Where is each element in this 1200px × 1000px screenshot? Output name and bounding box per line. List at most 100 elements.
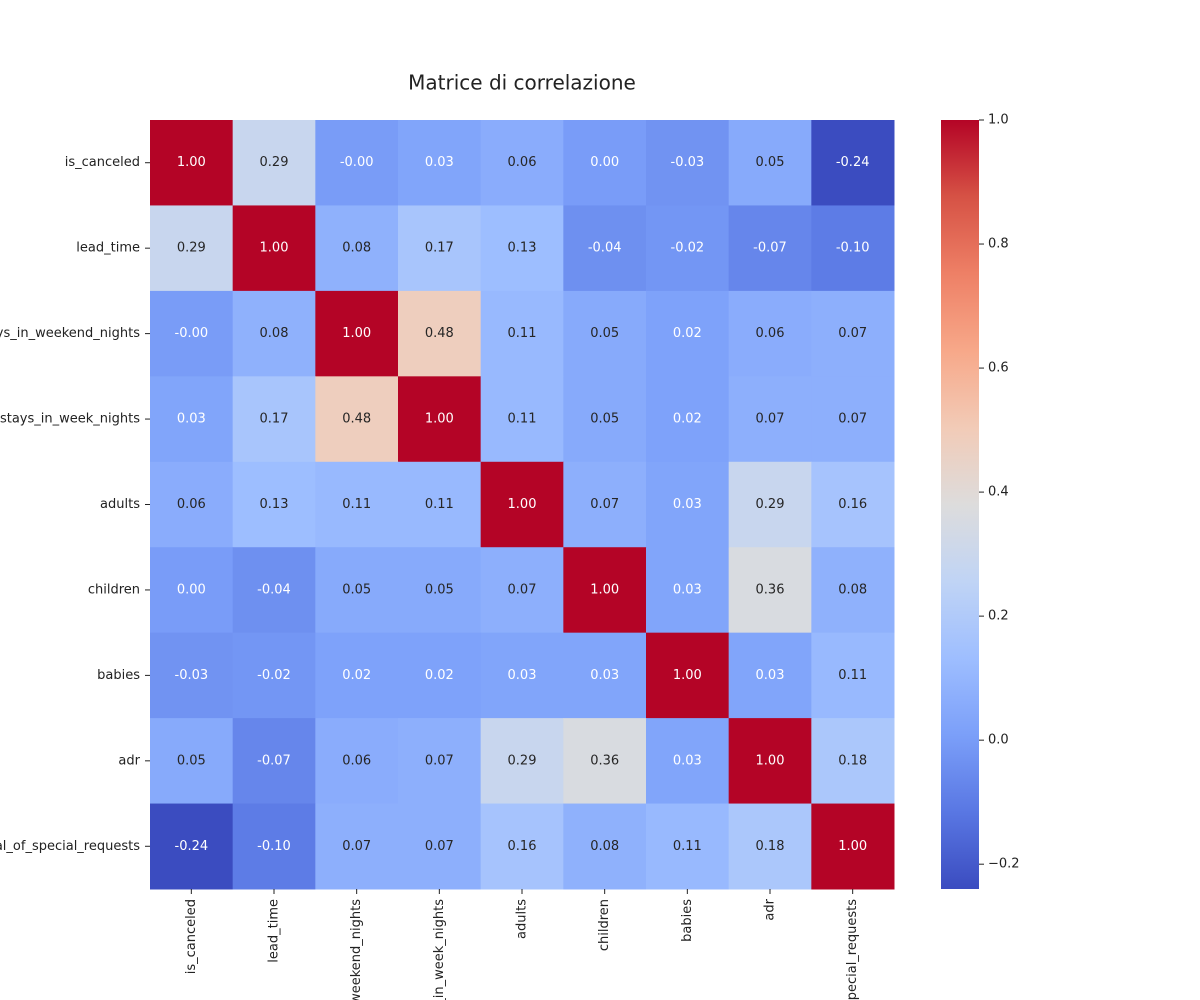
- colorbar-tick-label: −0.2: [988, 857, 1020, 872]
- x-tick-label: adults: [515, 899, 530, 939]
- heatmap-cell: [811, 205, 895, 292]
- cell-label: -0.04: [257, 582, 291, 597]
- heatmap-cell: [315, 803, 399, 890]
- cell-label: 0.29: [260, 155, 289, 170]
- heatmap-cell: [232, 376, 316, 463]
- cell-label: 0.03: [673, 582, 702, 597]
- heatmap-cell: [646, 547, 730, 634]
- cell-label: 0.03: [756, 668, 785, 683]
- cell-label: 1.00: [838, 839, 867, 854]
- heatmap-cell: [150, 376, 234, 463]
- heatmap-cell: [646, 461, 730, 548]
- heatmap-cell: [728, 120, 812, 206]
- y-tick-label: babies: [97, 668, 140, 683]
- colorbar-tick-label: 0.6: [988, 361, 1009, 376]
- cell-label: 0.08: [590, 839, 619, 854]
- cell-label: 0.05: [590, 326, 619, 341]
- cell-label: 0.07: [425, 839, 454, 854]
- cell-label: 0.08: [342, 241, 371, 256]
- cell-label: 0.11: [508, 326, 537, 341]
- heatmap-cell: [728, 461, 812, 548]
- cell-label: -0.04: [588, 241, 622, 256]
- y-tick-label: stays_in_weekend_nights: [0, 326, 140, 341]
- heatmap-cell: [232, 461, 316, 548]
- cell-label: -0.02: [257, 668, 291, 683]
- y-tick-label: lead_time: [76, 241, 140, 256]
- heatmap-cell: [646, 632, 730, 719]
- heatmap-cell: [480, 205, 564, 292]
- y-tick-label: children: [88, 582, 140, 597]
- cell-label: -0.02: [671, 241, 705, 256]
- heatmap-cell: [150, 120, 234, 206]
- cell-label: 0.36: [590, 753, 619, 768]
- x-tick-label: adr: [763, 898, 778, 920]
- heatmap-cell: [811, 632, 895, 719]
- heatmap-cell: [150, 632, 234, 719]
- cell-label: 0.11: [425, 497, 454, 512]
- cell-label: 1.00: [673, 668, 702, 683]
- x-tick-label: stays_in_week_nights: [432, 899, 447, 1000]
- cell-label: 0.18: [756, 839, 785, 854]
- heatmap-cell: [315, 547, 399, 634]
- heatmap-cell: [398, 632, 482, 719]
- cell-label: -0.03: [175, 668, 209, 683]
- heatmap-cell: [398, 120, 482, 206]
- y-tick-label: is_canceled: [65, 155, 140, 170]
- cell-label: 0.03: [673, 753, 702, 768]
- heatmap-cell: [315, 718, 399, 805]
- heatmap-cell: [563, 632, 647, 719]
- heatmap-cell: [232, 120, 316, 206]
- colorbar-tick-label: 1.0: [988, 113, 1009, 128]
- cell-label: 0.48: [425, 326, 454, 341]
- heatmap-cell: [563, 718, 647, 805]
- heatmap-cell: [811, 718, 895, 805]
- heatmap-cell: [398, 547, 482, 634]
- cell-label: 0.08: [838, 582, 867, 597]
- cell-label: 0.13: [260, 497, 289, 512]
- cell-label: 0.05: [590, 412, 619, 427]
- colorbar-tick-label: 0.4: [988, 485, 1009, 500]
- heatmap-cell: [646, 290, 730, 377]
- colorbar-tick-label: 0.2: [988, 609, 1009, 624]
- cell-label: 0.07: [756, 412, 785, 427]
- heatmap-cell: [811, 803, 895, 890]
- y-tick-label: adr: [118, 753, 140, 768]
- cell-label: 1.00: [425, 412, 454, 427]
- heatmap-cell: [646, 718, 730, 805]
- cell-label: 0.05: [756, 155, 785, 170]
- heatmap-cell: [563, 205, 647, 292]
- cell-label: 0.03: [590, 668, 619, 683]
- heatmap-cell: [315, 632, 399, 719]
- colorbar-tick-label: 0.0: [988, 733, 1009, 748]
- heatmap-cell: [480, 120, 564, 206]
- heatmap-cell: [232, 547, 316, 634]
- heatmap-cell: [811, 547, 895, 634]
- cell-label: 0.16: [508, 839, 537, 854]
- cell-label: 0.11: [673, 839, 702, 854]
- cell-label: 0.05: [177, 753, 206, 768]
- x-tick-label: babies: [680, 899, 695, 942]
- heatmap-cell: [646, 120, 730, 206]
- cell-label: 0.13: [508, 241, 537, 256]
- cell-label: 0.07: [838, 326, 867, 341]
- cell-label: 1.00: [260, 241, 289, 256]
- heatmap-cell: [398, 290, 482, 377]
- heatmap-cell: [480, 376, 564, 463]
- heatmap-cell: [150, 205, 234, 292]
- heatmap-cell: [811, 376, 895, 463]
- heatmap-cell: [480, 718, 564, 805]
- cell-label: 0.03: [177, 412, 206, 427]
- cell-label: 0.18: [838, 753, 867, 768]
- cell-label: 0.07: [590, 497, 619, 512]
- heatmap-cell: [232, 803, 316, 890]
- heatmap-cell: [398, 461, 482, 548]
- x-tick-label: lead_time: [267, 899, 282, 963]
- cell-label: -0.24: [175, 839, 209, 854]
- chart-title: Matrice di correlazione: [408, 71, 636, 95]
- heatmap-cell: [646, 205, 730, 292]
- heatmap-cell: [315, 461, 399, 548]
- y-tick-label: adults: [100, 497, 140, 512]
- heatmap-cell: [563, 461, 647, 548]
